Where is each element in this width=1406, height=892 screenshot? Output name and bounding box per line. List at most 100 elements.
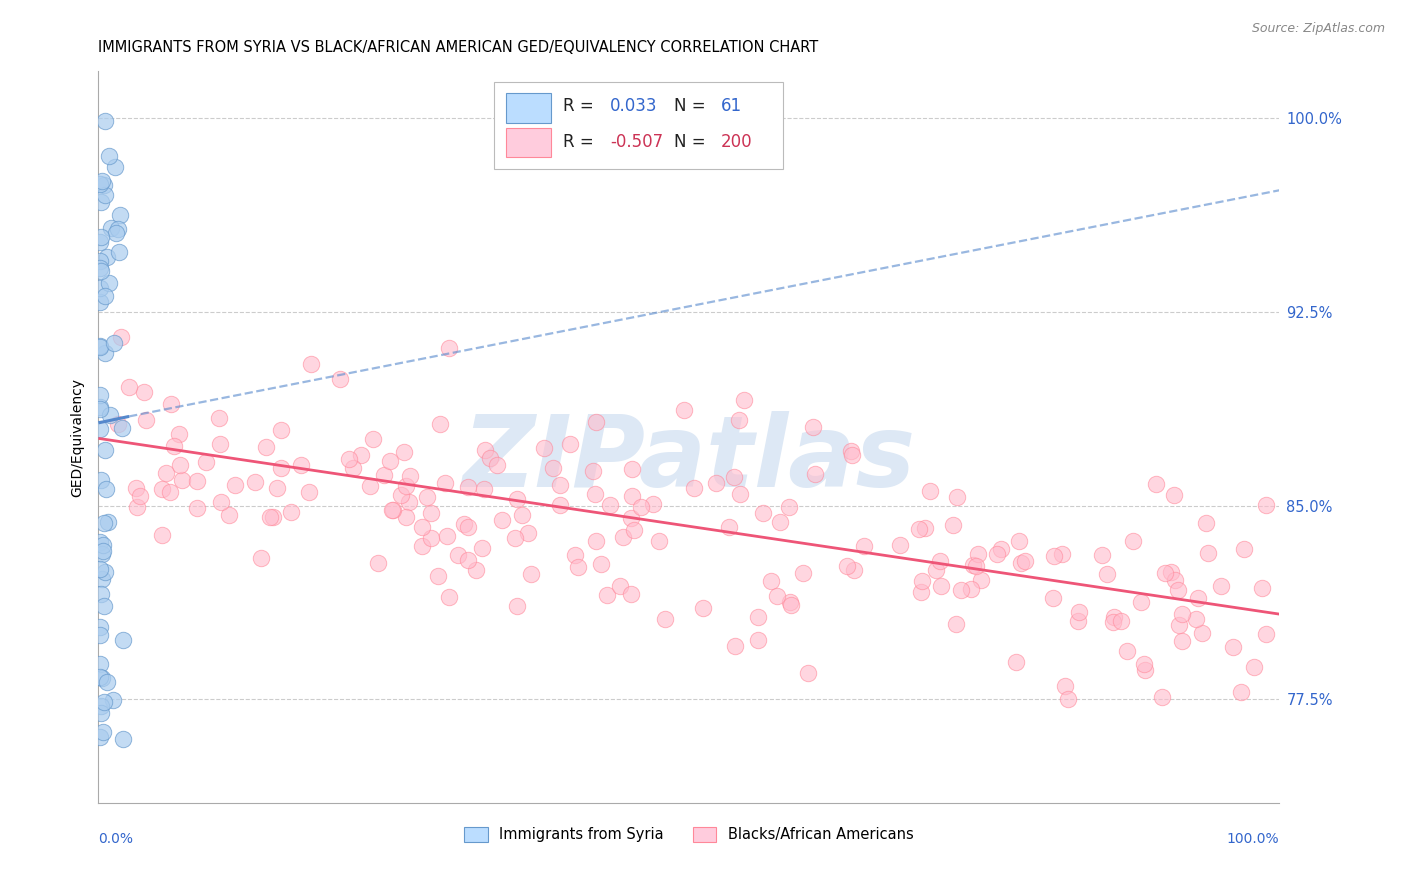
Point: [89, 388, 111, 402]
Point: [94, 289, 117, 303]
Point: [378, 453, 401, 467]
Point: [589, 558, 612, 572]
Point: [415, 491, 437, 505]
Point: [453, 516, 475, 531]
Point: [842, 563, 865, 577]
Text: ZIPatlas: ZIPatlas: [463, 410, 915, 508]
Point: [395, 479, 418, 493]
Point: [1185, 612, 1208, 626]
Point: [1153, 566, 1175, 581]
Point: [1211, 579, 1233, 593]
Point: [485, 458, 508, 473]
Point: [1109, 615, 1132, 629]
Point: [986, 548, 1008, 562]
Point: [641, 498, 664, 512]
Point: [98, 149, 121, 163]
Point: [350, 448, 373, 462]
Point: [1042, 591, 1064, 606]
Point: [567, 560, 589, 574]
Point: [967, 547, 990, 561]
Point: [93, 696, 115, 710]
Point: [89, 627, 111, 641]
Point: [167, 426, 190, 441]
Point: [169, 458, 191, 472]
Point: [457, 520, 479, 534]
Point: [908, 523, 931, 537]
Point: [778, 500, 800, 514]
Point: [94, 187, 117, 202]
Text: R =: R =: [562, 96, 599, 115]
Point: [792, 566, 814, 580]
Point: [619, 511, 641, 525]
Point: [97, 515, 120, 529]
FancyBboxPatch shape: [494, 82, 783, 169]
Point: [243, 475, 266, 489]
Point: [128, 489, 150, 503]
Point: [100, 220, 122, 235]
Point: [1043, 549, 1066, 563]
Point: [914, 521, 936, 535]
Point: [479, 451, 502, 466]
Point: [93, 178, 115, 193]
Point: [564, 549, 586, 563]
Point: [692, 600, 714, 615]
Point: [89, 401, 111, 415]
Point: [90, 706, 112, 720]
Point: [780, 599, 803, 613]
Point: [89, 281, 111, 295]
Point: [623, 524, 645, 538]
Y-axis label: GED/Equivalency: GED/Equivalency: [70, 377, 84, 497]
Point: [1095, 566, 1118, 581]
Point: [457, 480, 479, 494]
Point: [1163, 488, 1185, 502]
Point: [89, 177, 111, 191]
Point: [89, 620, 111, 634]
Point: [152, 483, 174, 497]
Point: [135, 413, 157, 427]
Point: [960, 582, 983, 597]
Point: [89, 295, 111, 310]
Point: [250, 550, 273, 565]
FancyBboxPatch shape: [506, 94, 551, 122]
Point: [682, 481, 704, 495]
Point: [560, 437, 582, 451]
Point: [1254, 627, 1277, 641]
Point: [209, 495, 232, 509]
Point: [1053, 680, 1076, 694]
Point: [367, 556, 389, 570]
Point: [108, 245, 131, 260]
Text: 0.0%: 0.0%: [98, 832, 134, 846]
Point: [1164, 573, 1187, 587]
Point: [970, 574, 993, 588]
Point: [91, 725, 114, 739]
Point: [925, 563, 948, 577]
Point: [361, 432, 384, 446]
Point: [704, 475, 727, 490]
Text: 200: 200: [721, 133, 752, 152]
Point: [1050, 548, 1073, 562]
Point: [1102, 610, 1125, 624]
Point: [270, 461, 292, 475]
Point: [111, 421, 134, 435]
Point: [105, 226, 128, 240]
Point: [1146, 476, 1168, 491]
Point: [1167, 582, 1189, 597]
Point: [472, 482, 495, 496]
Point: [420, 531, 443, 545]
Point: [841, 448, 863, 462]
Point: [853, 539, 876, 553]
Point: [90, 263, 112, 277]
Point: [339, 452, 361, 467]
Point: [503, 532, 526, 546]
Point: [929, 579, 952, 593]
Point: [718, 520, 741, 534]
Legend: Immigrants from Syria, Blacks/African Americans: Immigrants from Syria, Blacks/African Am…: [458, 822, 920, 848]
Point: [1057, 692, 1080, 706]
Point: [841, 443, 863, 458]
Point: [125, 500, 148, 514]
Point: [1160, 566, 1182, 580]
Point: [437, 590, 460, 604]
Point: [359, 479, 381, 493]
Point: [1152, 690, 1174, 704]
Point: [389, 487, 412, 501]
